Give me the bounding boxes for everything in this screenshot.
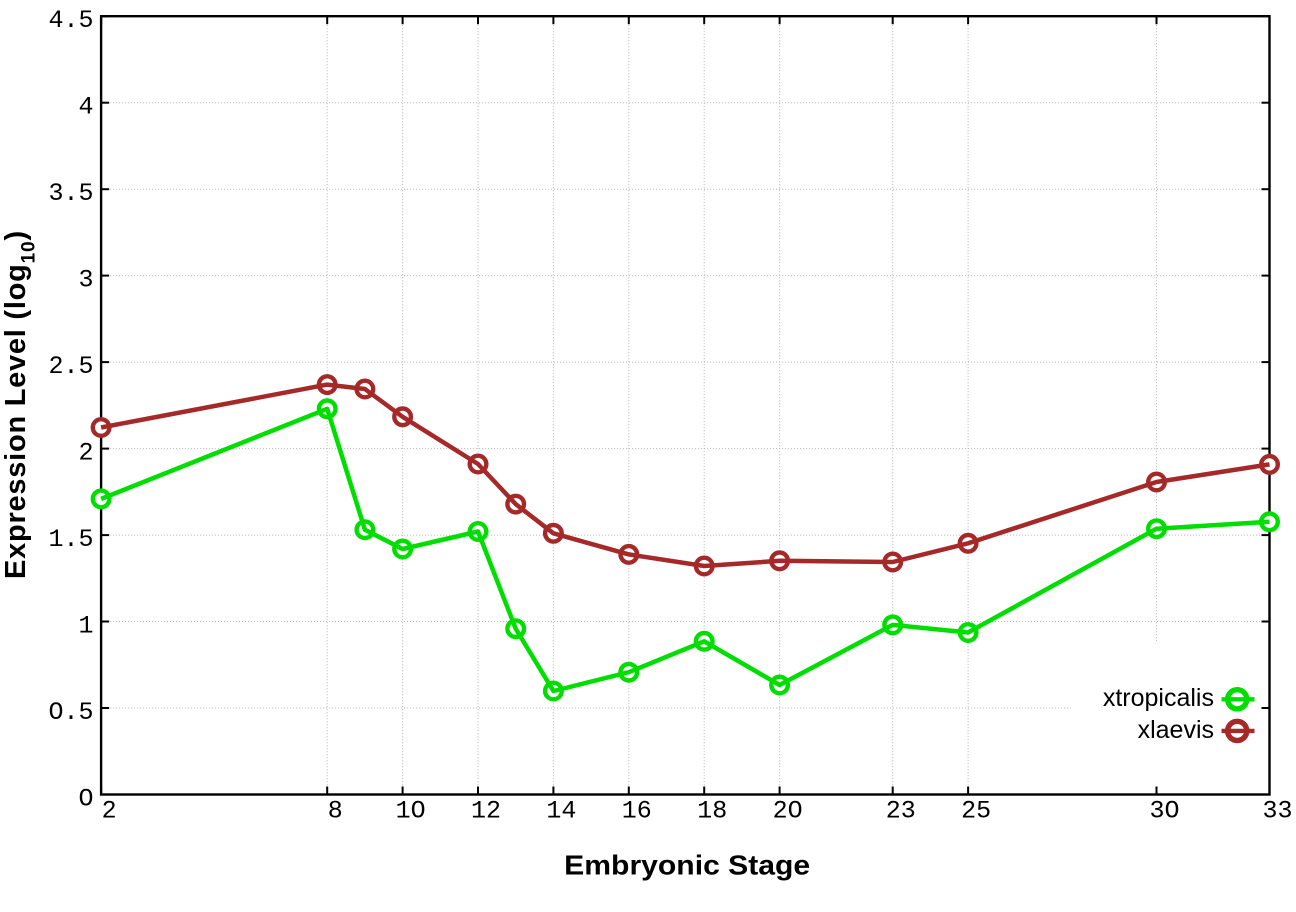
svg-text:3: 3: [78, 266, 93, 295]
svg-text:O: O: [78, 785, 93, 814]
svg-text:16: 16: [622, 797, 652, 826]
svg-text:2.5: 2.5: [48, 352, 93, 381]
svg-text:4: 4: [78, 93, 93, 122]
svg-text:4.5: 4.5: [48, 6, 93, 35]
svg-text:25: 25: [961, 797, 991, 826]
svg-text:8: 8: [328, 797, 343, 826]
svg-text:xlaevis: xlaevis: [1138, 716, 1214, 744]
svg-text:2: 2: [102, 797, 117, 826]
svg-text:1.5: 1.5: [48, 525, 93, 554]
svg-text:xtropicalis: xtropicalis: [1103, 684, 1214, 712]
svg-text:Embryonic Stage: Embryonic Stage: [564, 850, 810, 881]
svg-text:18: 18: [697, 797, 727, 826]
svg-text:3O: 3O: [1149, 797, 1179, 826]
svg-text:1O: 1O: [396, 797, 426, 826]
svg-text:2O: 2O: [773, 797, 803, 826]
svg-text:23: 23: [886, 797, 916, 826]
svg-text:1: 1: [78, 612, 93, 641]
svg-text:14: 14: [546, 797, 576, 826]
svg-text:12: 12: [471, 797, 501, 826]
svg-text:O.5: O.5: [48, 698, 93, 727]
svg-text:2: 2: [78, 439, 93, 468]
svg-text:3.5: 3.5: [48, 179, 93, 208]
svg-text:33: 33: [1262, 797, 1292, 826]
